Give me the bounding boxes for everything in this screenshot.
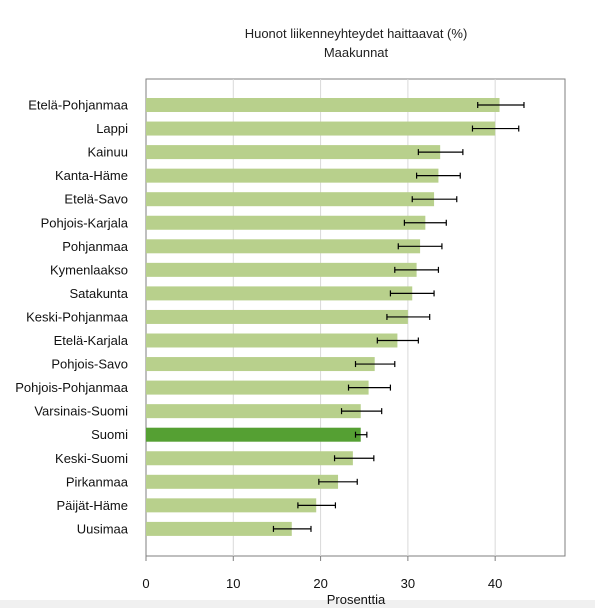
category-label: Pohjois-Pohjanmaa bbox=[15, 380, 129, 395]
error-bar bbox=[397, 243, 443, 250]
category-label: Pohjois-Karjala bbox=[41, 215, 129, 230]
x-tick-label: 20 bbox=[313, 576, 327, 591]
bar bbox=[146, 192, 435, 207]
error-bar bbox=[354, 361, 396, 368]
category-label: Pohjanmaa bbox=[62, 239, 129, 254]
category-labels: Etelä-Pohjanmaa Lappi Kainuu Kanta-Häme Etel… bbox=[15, 98, 129, 537]
category-label: Kymenlaakso bbox=[50, 262, 128, 277]
bar bbox=[146, 286, 413, 301]
bottom-strip bbox=[0, 600, 595, 608]
error-bar bbox=[417, 149, 464, 156]
bars bbox=[146, 98, 500, 536]
category-label: Pirkanmaa bbox=[66, 474, 129, 489]
error-bar bbox=[386, 313, 431, 320]
error-bar bbox=[347, 384, 392, 391]
bar bbox=[146, 427, 361, 442]
x-tick-label: 10 bbox=[226, 576, 240, 591]
bar bbox=[146, 357, 375, 372]
bar bbox=[146, 451, 353, 466]
bar bbox=[146, 239, 421, 254]
error-bar bbox=[354, 431, 368, 438]
bar bbox=[146, 474, 339, 489]
error-bar bbox=[477, 102, 525, 108]
error-bar bbox=[376, 337, 419, 344]
category-label: Keski-Pohjanmaa bbox=[26, 309, 129, 324]
error-bar bbox=[403, 219, 447, 226]
bar bbox=[146, 145, 441, 160]
x-axis-title: Prosenttia bbox=[327, 592, 386, 607]
error-bar bbox=[394, 266, 440, 273]
bar bbox=[146, 98, 500, 112]
error-bar bbox=[471, 125, 520, 132]
category-label: Lappi bbox=[96, 121, 128, 136]
category-label: Etelä-Pohjanmaa bbox=[28, 98, 128, 113]
category-label: Pohjois-Savo bbox=[51, 357, 128, 372]
error-bar bbox=[340, 408, 383, 415]
error-bar bbox=[416, 172, 461, 179]
chart-title: Huonot liikenneyhteydet haittaavat (%) bbox=[245, 26, 468, 41]
bar bbox=[146, 380, 369, 395]
error-bars bbox=[272, 102, 525, 532]
bar bbox=[146, 121, 496, 136]
category-label: Etelä-Karjala bbox=[54, 333, 129, 348]
bar bbox=[146, 498, 317, 513]
error-bar bbox=[297, 502, 337, 509]
x-tick-label: 40 bbox=[488, 576, 502, 591]
x-tick-label: 30 bbox=[401, 576, 415, 591]
category-label: Satakunta bbox=[69, 286, 128, 301]
bar bbox=[146, 521, 292, 536]
x-tick-label: 0 bbox=[142, 576, 149, 591]
bar bbox=[146, 309, 408, 324]
category-label: Kainuu bbox=[88, 145, 128, 160]
category-label: Keski-Suomi bbox=[55, 451, 128, 466]
error-bar bbox=[318, 478, 358, 485]
error-bar bbox=[333, 455, 375, 462]
category-label: Varsinais-Suomi bbox=[34, 404, 128, 419]
category-label: Kanta-Häme bbox=[55, 168, 128, 183]
bar bbox=[146, 333, 398, 348]
error-bar bbox=[272, 525, 312, 532]
category-label: Uusimaa bbox=[77, 521, 129, 536]
error-bar bbox=[411, 196, 458, 203]
bar bbox=[146, 262, 417, 277]
chart-subtitle: Maakunnat bbox=[324, 45, 389, 60]
x-axis-ticks: 0 10 20 30 40 bbox=[142, 556, 502, 591]
category-label: Suomi bbox=[91, 427, 128, 442]
bar bbox=[146, 168, 439, 183]
category-label: Etelä-Savo bbox=[64, 192, 128, 207]
error-bar bbox=[389, 290, 435, 297]
bar bbox=[146, 404, 361, 419]
bar bbox=[146, 215, 426, 230]
category-label: Päijät-Häme bbox=[56, 498, 128, 513]
